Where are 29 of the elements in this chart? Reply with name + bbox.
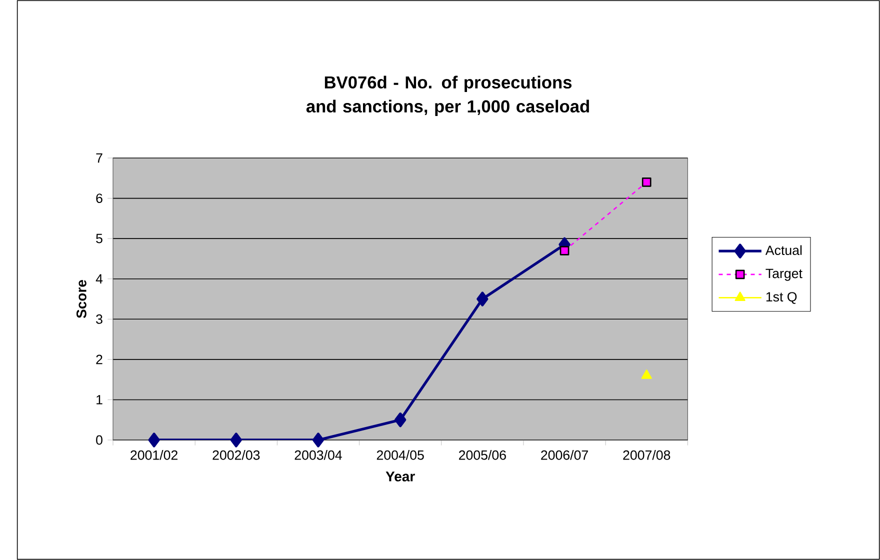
- point: [394, 412, 406, 428]
- x-tick-label: 2003/04: [294, 450, 342, 460]
- y-tick-label: 3: [96, 314, 102, 324]
- y-tick-label: 4: [96, 274, 103, 284]
- y-axis-title: Score: [76, 280, 86, 318]
- x-tick-label: 2006/07: [541, 450, 588, 460]
- chart-title: BV076d - No. of prosecutions and sanctions, per 1,000 caseload: [306, 76, 589, 116]
- x-tick-label: 2002/03: [212, 450, 260, 460]
- point: [312, 432, 324, 448]
- y-tick-label: 6: [96, 194, 102, 203]
- point: [560, 246, 570, 256]
- point: [230, 432, 242, 448]
- x-tick-label: 2001/02: [130, 450, 178, 460]
- point: [641, 370, 652, 379]
- point: [148, 432, 160, 448]
- y-tick-label: 0: [96, 435, 102, 445]
- point: [642, 178, 652, 187]
- y-tick-label: 7: [96, 153, 102, 163]
- x-tick-label: 2007/08: [623, 450, 670, 460]
- y-tick-label: 5: [96, 234, 102, 244]
- x-tick-label: 2004/05: [376, 450, 424, 460]
- y-tick-label: 1: [96, 395, 102, 404]
- legend-label: 1st Q: [766, 292, 797, 304]
- point: [476, 292, 488, 306]
- x-axis-title: Year: [386, 472, 415, 482]
- legend-label: Actual: [765, 245, 802, 256]
- legend-label: Target: [766, 268, 802, 281]
- x-tick-label: 2005/06: [459, 450, 506, 460]
- y-tick-label: 2: [96, 354, 102, 364]
